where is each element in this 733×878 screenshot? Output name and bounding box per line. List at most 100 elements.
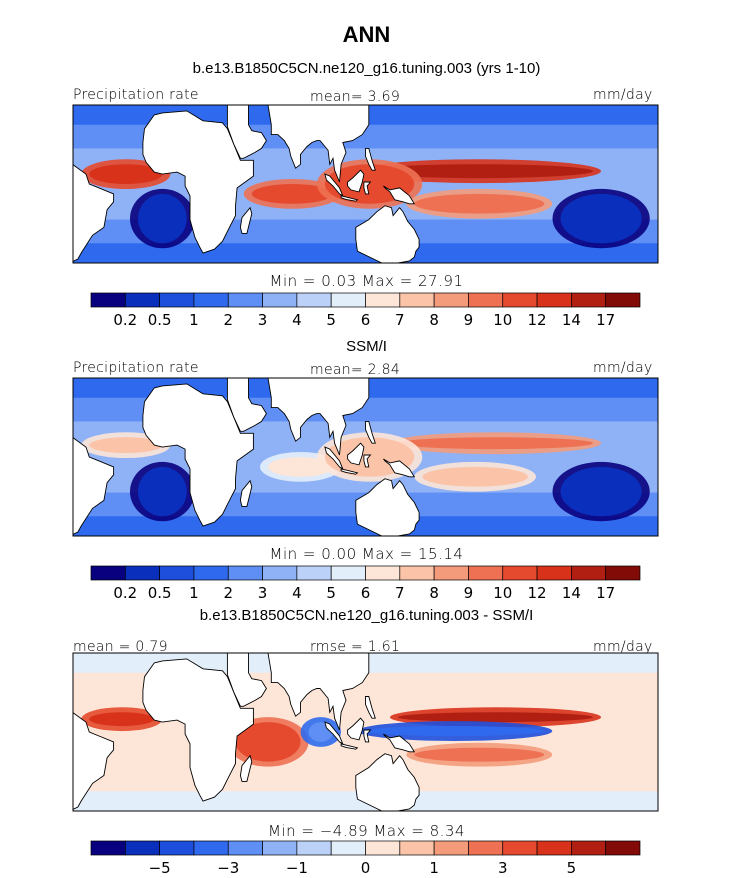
panel2-colorbar-tick: 7 [395, 584, 405, 602]
panel3-land-africa [142, 658, 254, 802]
panel3-colorbar-swatch [502, 840, 538, 856]
panel1-land-madagascar [239, 206, 253, 234]
panel1-colorbar-tick: 0.5 [148, 311, 172, 329]
panel1-colorbar-tick: 3 [258, 311, 268, 329]
panel1-colorbar-tick: 4 [292, 311, 302, 329]
panel2-colorbar-tick: 4 [292, 584, 302, 602]
panel3-land-sumatra [324, 721, 344, 746]
panel3-colorbar-swatch [433, 840, 469, 856]
panel2-band [422, 466, 528, 487]
panel2-mean-label: mean= 2.84 [310, 362, 401, 378]
panel1-land-sumatra [324, 173, 344, 197]
panel1-land-borneo [347, 169, 365, 193]
panel3-colorbar-swatch [262, 840, 298, 856]
panel2-colorbar-tick: 1 [189, 584, 199, 602]
panel1-colorbar-swatch [399, 292, 435, 308]
panel3-band [235, 722, 301, 762]
panel3-field [0, 653, 658, 811]
panel3-land-new-guinea [383, 733, 416, 753]
panel2-land-central-america [0, 378, 49, 441]
panel2-frame [72, 377, 659, 537]
panel1-colorbar-swatch [296, 292, 332, 308]
panel1-land-sulawesi [363, 181, 372, 195]
panel3-band [398, 712, 593, 723]
panel2-minmax: Min = 0.00 Max = 15.14 [269, 545, 464, 563]
panel1-colorbar: 0.2 0.5 1 2 3 4 5 6 7 8 9 10 12 14 17 [90, 292, 641, 329]
panel2-colorbar-tick: 5 [326, 584, 336, 602]
panel2-colorbar-swatch [468, 565, 504, 581]
panel3-colorbar-swatch [227, 840, 263, 856]
panel3-map [0, 652, 659, 812]
panel3-mean-label: mean = 0.79 [73, 639, 168, 655]
panel3-colorbar-swatch [90, 840, 126, 856]
panel2-colorbar-tick: 0.5 [148, 584, 172, 602]
panel3-colorbar-swatch [159, 840, 195, 856]
panel2-field [0, 378, 658, 536]
panel2-colorbar-tick: 17 [596, 584, 615, 602]
panel2-colorbar-swatch [571, 565, 607, 581]
panel2-colorbar-tick: 12 [528, 584, 547, 602]
panel3-colorbar-tick: −3 [217, 859, 239, 877]
panel3-colorbar-swatch [399, 840, 435, 856]
panel1-subtitle: b.e13.B1850C5CN.ne120_g16.tuning.003 (yr… [192, 60, 541, 77]
panel2-colorbar-swatch [605, 565, 641, 581]
panel2-colorbar-swatch [193, 565, 229, 581]
panel3-land-philippines [365, 696, 376, 719]
panel2-colorbar-tick: 9 [464, 584, 474, 602]
panel3-colorbar-tick: 1 [429, 859, 439, 877]
panel2-colorbar-swatch [433, 565, 469, 581]
panel3-rmse-label: rmse = 1.61 [310, 639, 401, 655]
panel3-land-central-america [0, 653, 49, 716]
panel2-colorbar: 0.2 0.5 1 2 3 4 5 6 7 8 9 10 12 14 17 [90, 565, 641, 602]
panel2-colorbar-tick: 6 [361, 584, 371, 602]
panel3-subtitle: b.e13.B1850C5CN.ne120_g16.tuning.003 - S… [199, 607, 534, 624]
panel1-band [138, 193, 187, 244]
panel1-colorbar-swatch [90, 292, 126, 308]
figure-title: ANN [342, 22, 391, 47]
panel2-map [0, 377, 659, 537]
panel2-colorbar-swatch [399, 565, 435, 581]
panel1-frame [72, 104, 659, 264]
panel2-colorbar-swatch [365, 565, 401, 581]
panel1-map [72, 104, 659, 264]
panel1-colorbar-swatch [330, 292, 366, 308]
panel1-colorbar-swatch [605, 292, 641, 308]
panel2-colorbar-tick: 0.2 [113, 584, 137, 602]
panel3-colorbar-tick: 0 [361, 859, 371, 877]
panel2-land-madagascar [239, 479, 253, 507]
panel3-band [89, 712, 155, 727]
panel2-colorbar-swatch [124, 565, 160, 581]
panel2-colorbar-swatch [159, 565, 195, 581]
panel1-colorbar-swatch [571, 292, 607, 308]
panel1-colorbar-tick: 10 [493, 311, 512, 329]
panel1-band [251, 184, 333, 204]
panel2-band [398, 437, 593, 450]
panel2-colorbar-tick: 10 [493, 584, 512, 602]
panel3-colorbar: −5 −3 −1 0 1 3 5 [90, 840, 641, 877]
panel3-colorbar-swatch [468, 840, 504, 856]
panel3-units-label: mm/day [593, 639, 653, 655]
panel1-band [89, 164, 163, 184]
panel2-variable-label: Precipitation rate [73, 360, 199, 376]
panel2-land-south-america [73, 437, 115, 535]
panel2-units-label: mm/day [593, 360, 653, 376]
panel2-land-australia [355, 478, 420, 536]
panel1-colorbar-swatch [433, 292, 469, 308]
panel2-colorbar-swatch [262, 565, 298, 581]
panel2-colorbar-tick: 14 [562, 584, 581, 602]
panel1-land-arabia [226, 105, 267, 159]
panel1-colorbar-swatch [502, 292, 538, 308]
panel3-colorbar-swatch [296, 840, 332, 856]
panel1-colorbar-tick: 5 [326, 311, 336, 329]
panel2-subtitle: SSM/I [346, 338, 387, 355]
panel1-colorbar-swatch [468, 292, 504, 308]
panel2-colorbar-tick: 2 [223, 584, 233, 602]
panel1-units-label: mm/day [593, 87, 653, 103]
panel3-colorbar-swatch [536, 840, 572, 856]
panel1-colorbar-swatch [124, 292, 160, 308]
panel2-colorbar-swatch [502, 565, 538, 581]
panel3-land-south-america [73, 712, 115, 810]
panel2-colorbar-tick: 8 [429, 584, 439, 602]
panel2-land-java [340, 468, 359, 475]
